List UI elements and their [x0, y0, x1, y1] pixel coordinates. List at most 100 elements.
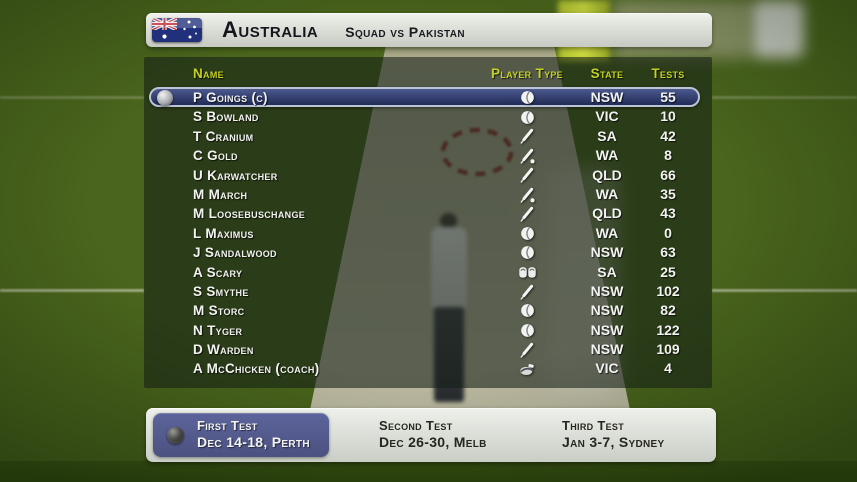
- schedule-item[interactable]: Second Test Dec 26-30, Melb: [379, 413, 564, 457]
- batsman-icon: [520, 129, 534, 145]
- bowler-icon: [520, 304, 534, 318]
- player-name: S Smythe: [193, 283, 249, 299]
- player-tests: 8: [664, 147, 672, 164]
- player-name: A Scary: [193, 264, 243, 280]
- player-tests: 82: [660, 302, 676, 319]
- coach-icon: [520, 363, 534, 375]
- schedule-item[interactable]: First Test Dec 14-18, Perth: [153, 413, 329, 457]
- selected-row-highlight: [149, 86, 700, 107]
- squad-table-panel: Name Player Type State Tests P Goings (c…: [144, 57, 712, 388]
- table-row[interactable]: A McChicken (coach) VIC 4: [144, 359, 712, 378]
- player-type-cell: [512, 243, 542, 262]
- match-subtitle: Squad vs Pakistan: [345, 24, 465, 40]
- player-type-cell: [512, 340, 542, 359]
- crease-line: [0, 96, 144, 99]
- test-title: First Test: [197, 418, 258, 433]
- player-type-cell: [512, 166, 542, 185]
- bowler-icon: [520, 110, 534, 124]
- player-type-cell: [512, 185, 542, 204]
- player-state: WA: [595, 185, 619, 202]
- player-tests: 25: [660, 263, 676, 280]
- player-name: S Bowland: [193, 109, 259, 125]
- player-type-cell: [512, 321, 542, 340]
- table-row[interactable]: C Gold WA 8: [144, 146, 712, 165]
- player-state: VIC: [595, 360, 619, 377]
- bowler-icon: [520, 227, 534, 240]
- player-name: U Karwatcher: [193, 167, 278, 183]
- player-name: D Warden: [193, 342, 254, 358]
- batsman-icon: [520, 342, 534, 358]
- player-state: SA: [597, 127, 617, 144]
- bowler-icon: [520, 246, 534, 260]
- player-state: QLD: [592, 166, 622, 183]
- table-row[interactable]: M Storc NSW 82: [144, 301, 712, 320]
- schedule-item-text: First Test Dec 14-18, Perth: [197, 418, 329, 451]
- test-title: Second Test: [379, 418, 453, 433]
- selected-player-ball-icon: [157, 89, 173, 106]
- player-rows: P Goings (c) NSW 55 S Bowland VIC 10 T C…: [144, 86, 712, 379]
- player-tests: 63: [660, 244, 676, 261]
- table-row[interactable]: S Smythe NSW 102: [144, 282, 712, 301]
- player-name: A McChicken (coach): [193, 361, 320, 377]
- background-player-blur: [752, 0, 804, 58]
- table-row[interactable]: J Sandalwood NSW 63: [144, 243, 712, 262]
- table-row[interactable]: M Loosebuschange QLD 43: [144, 204, 712, 223]
- player-tests: 35: [660, 185, 676, 202]
- player-name: L Maximus: [193, 225, 254, 241]
- player-tests: 0: [664, 224, 672, 241]
- table-row[interactable]: A Scary SA 25: [144, 263, 712, 282]
- table-row[interactable]: S Bowland VIC 10: [144, 107, 712, 126]
- player-type-cell: [512, 301, 542, 320]
- player-type-cell: [512, 359, 542, 378]
- player-state: NSW: [590, 341, 624, 358]
- player-state: NSW: [590, 244, 624, 261]
- crease-line: [712, 289, 857, 292]
- column-header-player-type: Player Type: [491, 66, 563, 81]
- player-name: M Loosebuschange: [193, 206, 306, 222]
- player-type-cell: [512, 88, 542, 107]
- player-type-cell: [512, 127, 542, 146]
- table-row[interactable]: M March WA 35: [144, 185, 712, 204]
- player-state: NSW: [590, 89, 624, 105]
- table-row[interactable]: L Maximus WA 0: [144, 224, 712, 243]
- schedule-item[interactable]: Third Test Jan 3-7, Sydney: [562, 413, 747, 457]
- wicketkeeper-icon: [518, 267, 536, 278]
- test-date-venue: Dec 26-30, Melb: [379, 434, 487, 450]
- player-name: M March: [193, 186, 248, 202]
- crease-line: [712, 96, 857, 99]
- player-name: N Tyger: [193, 322, 243, 338]
- table-row[interactable]: U Karwatcher QLD 66: [144, 166, 712, 185]
- table-row[interactable]: N Tyger NSW 122: [144, 321, 712, 340]
- team-header-bar: Australia Squad vs Pakistan: [146, 13, 712, 47]
- player-name: P Goings (c): [193, 90, 268, 105]
- player-state: VIC: [595, 108, 619, 125]
- column-header-state: State: [590, 66, 624, 81]
- table-row[interactable]: P Goings (c) NSW 55: [144, 86, 712, 107]
- test-schedule-bar: First Test Dec 14-18, Perth Second Test …: [146, 408, 716, 462]
- player-name: M Storc: [193, 303, 245, 319]
- player-tests: 66: [660, 166, 676, 183]
- team-name-title: Australia: [222, 17, 319, 42]
- test-title: Third Test: [562, 418, 624, 433]
- field-bottom: [0, 461, 857, 482]
- player-name: C Gold: [193, 148, 238, 164]
- player-state: QLD: [592, 205, 622, 222]
- batsman-icon: [520, 168, 534, 183]
- player-type-cell: [512, 146, 542, 165]
- player-name: T Cranium: [193, 128, 254, 144]
- player-state: WA: [595, 224, 619, 241]
- schedule-item-text: Second Test Dec 26-30, Melb: [379, 418, 564, 451]
- bowler-icon: [520, 324, 534, 337]
- player-tests: 10: [660, 108, 676, 125]
- table-row[interactable]: T Cranium SA 42: [144, 127, 712, 146]
- player-type-cell: [512, 224, 542, 243]
- test-date-venue: Dec 14-18, Perth: [197, 434, 310, 450]
- player-type-cell: [512, 263, 542, 282]
- table-row[interactable]: D Warden NSW 109: [144, 340, 712, 359]
- schedule-item-text: Third Test Jan 3-7, Sydney: [562, 418, 747, 451]
- player-state: NSW: [590, 282, 624, 299]
- column-header-tests: Tests: [651, 66, 685, 81]
- player-type-cell: [512, 282, 542, 301]
- test-ball-icon: [167, 427, 184, 444]
